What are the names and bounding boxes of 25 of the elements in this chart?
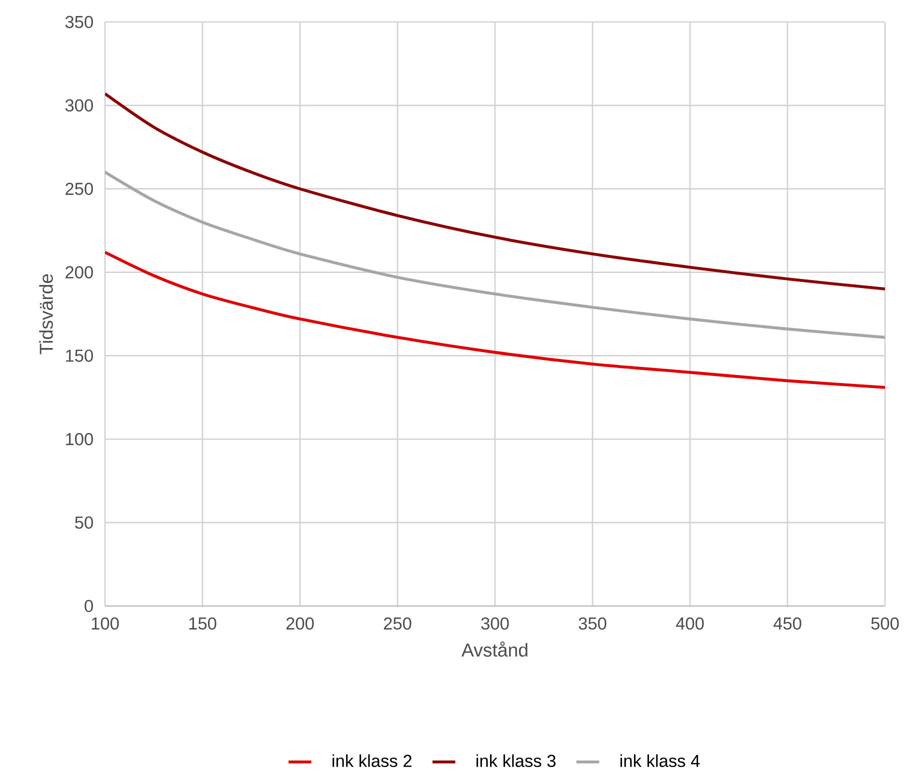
y-tick-label: 150 xyxy=(66,350,93,362)
x-axis-title: Avstånd xyxy=(461,641,528,657)
y-tick-label: 0 xyxy=(84,600,93,612)
x-tick-label: 400 xyxy=(676,617,704,630)
y-tick-label: 350 xyxy=(65,16,93,28)
x-tick-label: 350 xyxy=(578,617,606,630)
y-tick-label: 200 xyxy=(66,266,93,278)
x-tick-label: 450 xyxy=(773,617,802,630)
x-tick-label: 200 xyxy=(286,617,314,630)
y-tick-label: 250 xyxy=(66,182,93,195)
legend-label: ink klass 4 xyxy=(620,754,700,768)
y-tick-label: 300 xyxy=(65,99,93,112)
x-tick-label: 500 xyxy=(871,617,899,630)
y-axis-title: Tidsvärde xyxy=(39,274,53,354)
y-tick-label: 50 xyxy=(75,516,93,529)
x-tick-label: 250 xyxy=(384,617,412,630)
legend-label: ink klass 2 xyxy=(332,754,412,768)
line-series xyxy=(105,170,886,339)
y-tick-label: 100 xyxy=(66,432,93,446)
x-tick-label: 300 xyxy=(481,617,509,630)
x-tick-label: 150 xyxy=(189,617,216,630)
line-series xyxy=(105,92,886,290)
line-series xyxy=(105,250,886,389)
legend-label: ink klass 3 xyxy=(476,754,556,768)
x-tick-label: 100 xyxy=(92,617,119,630)
